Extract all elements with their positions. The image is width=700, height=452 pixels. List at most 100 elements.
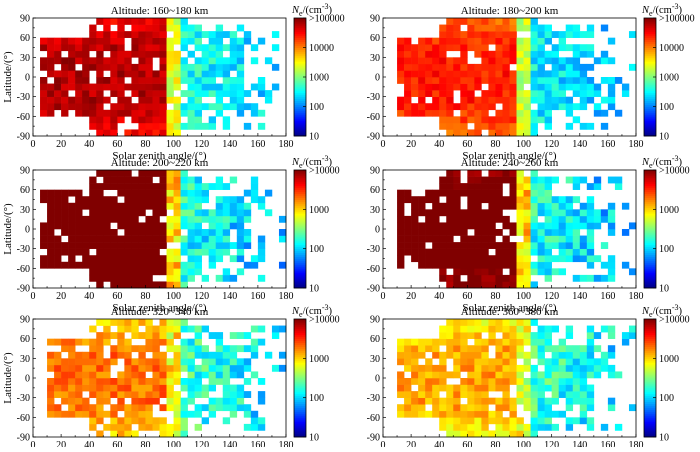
colorbar-step xyxy=(644,413,656,416)
heatmap-cell xyxy=(208,410,217,418)
heatmap-cell xyxy=(166,378,174,385)
heatmap-cell xyxy=(488,170,496,177)
heatmap-cell xyxy=(432,50,440,58)
heatmap-cell xyxy=(565,384,574,392)
heatmap-cell xyxy=(509,345,517,353)
colorbar-step xyxy=(294,419,306,422)
heatmap-cell xyxy=(502,109,510,117)
heatmap-cell xyxy=(117,242,125,249)
heatmap-cell xyxy=(75,103,83,111)
heatmap-cell xyxy=(187,229,195,236)
heatmap-cell xyxy=(82,371,90,379)
heatmap-cell xyxy=(453,196,461,204)
heatmap-cell xyxy=(138,83,146,91)
heatmap-cell xyxy=(166,384,174,392)
colorbar-step xyxy=(294,19,306,23)
heatmap-cell xyxy=(145,63,153,71)
heatmap-cell xyxy=(82,109,90,117)
heatmap-cell xyxy=(551,70,559,78)
heatmap-cell xyxy=(411,404,419,412)
heatmap-cell xyxy=(152,378,160,385)
heatmap-cell xyxy=(579,31,588,38)
heatmap-cell xyxy=(166,189,174,197)
heatmap-cell xyxy=(229,90,238,97)
heatmap-cell xyxy=(110,50,118,58)
heatmap-cell xyxy=(432,96,440,104)
heatmap-cell xyxy=(145,281,153,289)
heatmap-cell xyxy=(110,358,118,366)
heatmap-cell xyxy=(75,397,83,405)
heatmap-cell xyxy=(47,50,55,58)
heatmap-cell xyxy=(425,384,433,392)
heatmap-cell xyxy=(446,18,454,25)
heatmap-cell xyxy=(117,116,125,124)
heatmap-cell xyxy=(460,50,468,58)
heatmap-cell xyxy=(145,196,153,204)
colorbar-step xyxy=(294,370,306,373)
heatmap-cell xyxy=(187,183,195,190)
heatmap-cell xyxy=(187,50,195,58)
heatmap-cell xyxy=(523,109,531,117)
heatmap-cell xyxy=(439,338,447,346)
heatmap-cell xyxy=(145,96,153,104)
heatmap-cell xyxy=(243,423,252,431)
heatmap-cell xyxy=(152,109,160,117)
heatmap-cell xyxy=(607,215,616,223)
heatmap-cell xyxy=(488,261,496,269)
heatmap-cell xyxy=(537,109,545,117)
heatmap-cell xyxy=(579,371,588,379)
heatmap-cell xyxy=(509,122,517,130)
heatmap-cell xyxy=(103,319,111,326)
panel-title: Altitude: 240~260 km xyxy=(461,157,559,169)
colorbar-step xyxy=(644,338,656,342)
heatmap-cell xyxy=(600,24,609,32)
heatmap-cell xyxy=(488,31,496,38)
heatmap-cell xyxy=(68,202,76,210)
heatmap-cell xyxy=(502,332,510,339)
heatmap-cell xyxy=(411,215,419,223)
heatmap-cell xyxy=(481,77,489,84)
heatmap-cells xyxy=(397,18,637,137)
heatmap-cell xyxy=(222,242,231,249)
heatmap-cell xyxy=(453,332,461,339)
colorbar-step xyxy=(644,124,656,127)
heatmap-cell xyxy=(523,209,531,217)
heatmap-cell xyxy=(418,96,426,104)
heatmap-cell xyxy=(257,417,266,425)
heatmap-cell xyxy=(502,83,510,91)
heatmap-cell xyxy=(159,384,167,392)
heatmap-cell xyxy=(453,183,461,190)
heatmap-cell xyxy=(432,63,440,71)
heatmap-cell xyxy=(159,404,167,412)
heatmap-cell xyxy=(551,255,559,263)
colorbar-step xyxy=(294,90,306,94)
colorbar-step xyxy=(294,374,306,377)
colorbar-step xyxy=(644,195,656,198)
heatmap-cell xyxy=(89,37,97,45)
heatmap-cell xyxy=(551,103,559,111)
heatmap-cell xyxy=(215,103,224,111)
heatmap-cell xyxy=(138,319,146,326)
heatmap-cell xyxy=(110,109,118,117)
heatmap-cell xyxy=(586,274,595,282)
heatmap-cell xyxy=(523,423,531,431)
heatmap-cell xyxy=(131,83,139,91)
heatmap-cell xyxy=(187,24,195,32)
heatmap-cell xyxy=(68,57,76,65)
heatmap-cell xyxy=(397,109,405,117)
heatmap-cell xyxy=(173,351,181,359)
heatmap-cell xyxy=(173,397,181,405)
heatmap-cell xyxy=(201,90,209,97)
heatmap-cell xyxy=(208,351,217,359)
heatmap-cell xyxy=(523,274,531,282)
heatmap-cell xyxy=(152,209,160,217)
heatmap-cell xyxy=(530,248,538,256)
heatmap-cell xyxy=(117,371,125,379)
heatmap-cell xyxy=(439,417,447,425)
heatmap-cell xyxy=(124,404,132,412)
colorbar-step xyxy=(294,391,306,395)
heatmap-cell xyxy=(446,351,454,359)
heatmap-cell xyxy=(558,57,567,65)
heatmap-cell xyxy=(488,378,496,385)
heatmap-cell xyxy=(124,202,132,210)
